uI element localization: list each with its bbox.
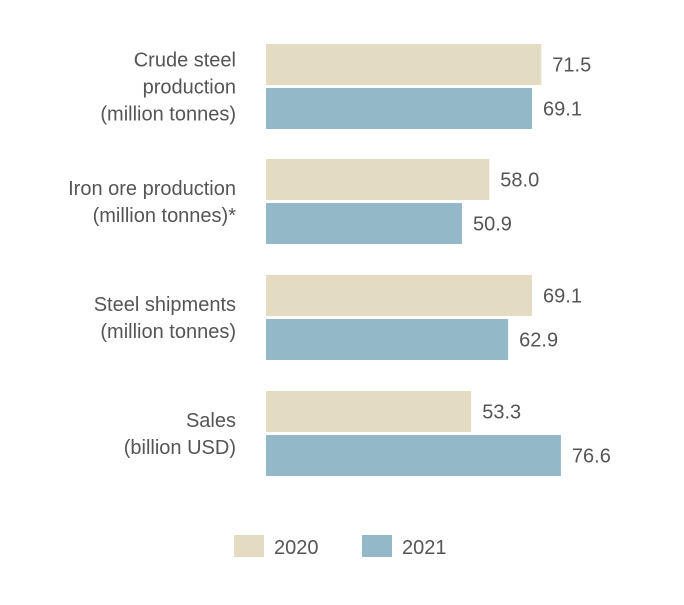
data-label-2020-cat-2: 69.1	[543, 286, 582, 308]
category-label-line: Iron ore production	[68, 178, 236, 200]
category-label-line: (billion USD)	[124, 437, 236, 459]
category-label-line: production	[143, 77, 236, 99]
bar-2020-cat-3	[266, 391, 472, 432]
data-label-2020-cat-3: 53.3	[482, 402, 521, 424]
legend-label-2020: 2020	[274, 537, 319, 559]
bar-2020-cat-0	[266, 44, 542, 85]
category-label-line: (million tonnes)	[100, 321, 236, 343]
category-label-3: Sales (billion USD)	[124, 410, 236, 459]
legend: 2020 2021	[234, 535, 447, 559]
category-label-0: Crude steel production (million tonnes)	[100, 50, 236, 126]
category-label-line: Crude steel	[134, 50, 236, 72]
bar-2020-cat-2	[266, 275, 533, 316]
category-label-line: Sales	[186, 410, 236, 432]
category-label-line: (million tonnes)	[100, 104, 236, 126]
bar-2021-cat-2	[266, 319, 509, 360]
category-label-1: Iron ore production (million tonnes)*	[68, 178, 236, 227]
category-label-line: Steel shipments	[94, 294, 236, 316]
bar-2021-cat-3	[266, 435, 561, 476]
bar-2020-cat-1	[266, 159, 490, 200]
data-label-2020-cat-1: 58.0	[500, 170, 539, 192]
data-label-2021-cat-2: 62.9	[519, 330, 558, 352]
legend-swatch-2021	[362, 535, 392, 557]
category-label-2: Steel shipments (million tonnes)	[94, 294, 236, 343]
category-label-line: (million tonnes)*	[93, 205, 237, 227]
labels-group: 71.5 69.1 Crude steel production (million to…	[68, 50, 611, 468]
data-label-2021-cat-1: 50.9	[473, 214, 512, 236]
bar-2021-cat-1	[266, 203, 462, 244]
data-label-2021-cat-3: 76.6	[572, 446, 611, 468]
bar-2021-cat-0	[266, 88, 533, 129]
data-label-2021-cat-0: 69.1	[543, 99, 582, 121]
data-label-2020-cat-0: 71.5	[552, 55, 591, 77]
legend-label-2021: 2021	[402, 537, 447, 559]
legend-swatch-2020	[234, 535, 264, 557]
bars-group	[266, 44, 561, 476]
